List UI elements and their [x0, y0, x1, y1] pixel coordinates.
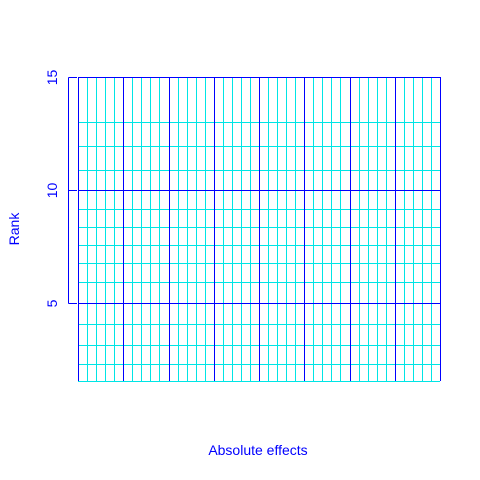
y-tick-label: 10 [44, 183, 60, 199]
y-axis: 5 10 15 [44, 70, 77, 307]
y-tick-label: 5 [44, 299, 60, 307]
major-grid [78, 77, 441, 381]
y-axis-label: Rank [6, 212, 22, 246]
minor-grid [78, 77, 440, 382]
x-axis-label: Absolute effects [208, 442, 307, 458]
y-tick-label: 15 [44, 70, 60, 86]
